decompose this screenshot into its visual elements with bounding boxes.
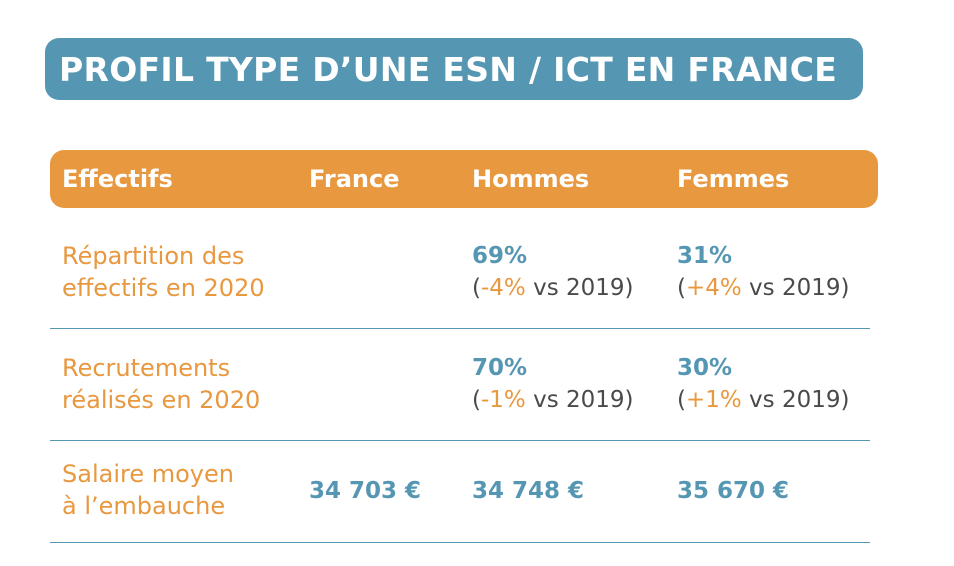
row-label-line: Salaire moyen <box>62 460 234 488</box>
row-label-repartition: Répartition des effectifs en 2020 <box>62 240 265 304</box>
femmes-recrutements-value: 30% <box>677 355 733 381</box>
hommes-repartition-change: (-4% vs 2019) <box>472 275 634 301</box>
row-label-line: réalisés en 2020 <box>62 386 261 414</box>
row-label-salaire: Salaire moyen à l’embauche <box>62 458 234 522</box>
france-salaire-value: 34 703 € <box>309 478 422 504</box>
row-divider <box>50 542 870 543</box>
header-effectifs: Effectifs <box>62 165 173 193</box>
row-label-line: à l’embauche <box>62 492 226 520</box>
hommes-repartition-value: 69% <box>472 243 528 269</box>
row-label-line: effectifs en 2020 <box>62 274 265 302</box>
row-divider <box>50 440 870 441</box>
title-banner: PROFIL TYPE D’UNE ESN / ICT EN FRANCE <box>45 38 863 100</box>
table-header: Effectifs France Hommes Femmes <box>50 150 878 208</box>
hommes-recrutements-change: (-1% vs 2019) <box>472 387 634 413</box>
row-divider <box>50 328 870 329</box>
femmes-salaire-value: 35 670 € <box>677 478 790 504</box>
row-label-line: Répartition des <box>62 242 245 270</box>
row-label-recrutements: Recrutements réalisés en 2020 <box>62 352 260 416</box>
femmes-repartition-change: (+4% vs 2019) <box>677 275 850 301</box>
header-femmes: Femmes <box>677 165 790 193</box>
hommes-salaire-value: 34 748 € <box>472 478 585 504</box>
femmes-recrutements-change: (+1% vs 2019) <box>677 387 850 413</box>
row-label-line: Recrutements <box>62 354 231 382</box>
page-title: PROFIL TYPE D’UNE ESN / ICT EN FRANCE <box>59 49 838 89</box>
hommes-recrutements-value: 70% <box>472 355 528 381</box>
header-hommes: Hommes <box>472 165 590 193</box>
femmes-repartition-value: 31% <box>677 243 733 269</box>
header-france: France <box>309 165 400 193</box>
